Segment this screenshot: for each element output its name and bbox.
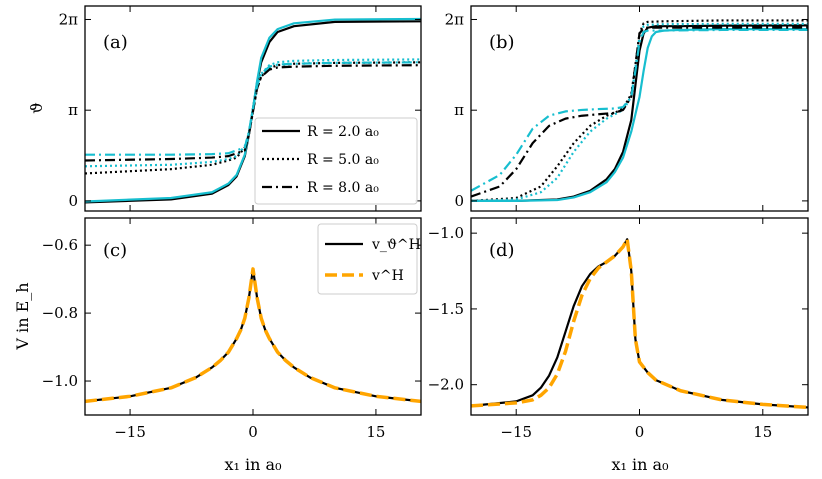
- panel-a-ytick-label-2: 2π: [59, 10, 79, 28]
- panel-d-ytick-label-2: −1.0: [428, 224, 464, 242]
- panel-b-series-3: [471, 22, 808, 202]
- panel-d-label: (d): [489, 240, 515, 261]
- panel-c-series-1: [85, 267, 421, 404]
- panel-d-series: [471, 237, 808, 410]
- panel-c-xtick-label-2: 15: [366, 423, 385, 441]
- legend-entry-r8: R = 8.0 a₀: [307, 180, 379, 196]
- legend-entry-r2: R = 2.0 a₀: [307, 124, 379, 140]
- panel-b: 0 π 2π (b): [445, 5, 809, 212]
- panel-b-ytick-label-2: 2π: [445, 10, 465, 28]
- panel-a-series-5: [85, 61, 421, 156]
- panel-c-xlabel: x₁ in a₀: [225, 455, 282, 474]
- panel-c: −15 0 15 −1.0 −0.8 −0.6 (c) V in E_h x₁ in a₀…: [13, 217, 422, 474]
- panel-c-ylabel: V in E_h: [13, 282, 32, 350]
- panel-c-ytick-label-2: −0.6: [42, 236, 78, 254]
- panel-d-series-0: [471, 238, 808, 409]
- panel-d-xtick-label-0: −15: [500, 423, 532, 441]
- panel-c-xtick-label-1: 0: [248, 423, 258, 441]
- panel-a-series-4: [85, 64, 421, 162]
- panel-a: 0 π 2π (a) ϑ R = 2.0 a₀ R = 5.0 a₀ R = 8.0…: [27, 5, 422, 212]
- panel-d: −15 0 15 −2.0 −1.5 −1.0 (d) x₁ in a₀: [428, 217, 809, 474]
- panel-b-ytick-label-0: 0: [454, 192, 464, 210]
- panel-c-ytick-label-0: −1.0: [42, 372, 78, 390]
- panel-c-legend: v_ϑ^H v^H: [317, 223, 421, 295]
- panel-b-series-4: [471, 26, 808, 198]
- panel-b-series-0: [471, 24, 808, 202]
- panel-a-ytick-label-0: 0: [68, 192, 78, 210]
- panel-d-xtick-label-1: 0: [635, 423, 645, 441]
- panel-d-xtick-label-2: 15: [753, 423, 772, 441]
- legend-entry-v-theta: v_ϑ^H: [371, 237, 421, 253]
- panel-a-legend-box: [254, 117, 418, 205]
- legend-entry-r5: R = 5.0 a₀: [307, 152, 379, 168]
- panel-a-ticks: 0 π 2π: [59, 6, 421, 211]
- panel-d-ytick-label-0: −2.0: [428, 376, 464, 394]
- panel-d-ticks: −15 0 15 −2.0 −1.5 −1.0: [428, 218, 808, 441]
- panel-c-xtick-label-0: −15: [114, 423, 146, 441]
- panel-a-ytick-label-1: π: [68, 101, 78, 119]
- panel-c-series: [85, 267, 421, 404]
- panel-a-legend: R = 2.0 a₀ R = 5.0 a₀ R = 8.0 a₀: [254, 117, 418, 205]
- panel-a-ylabel: ϑ: [27, 102, 46, 113]
- legend-entry-v: v^H: [371, 268, 404, 284]
- panel-b-series: [471, 19, 808, 202]
- panel-c-ytick-label-1: −0.8: [42, 304, 78, 322]
- panel-c-label: (c): [103, 240, 127, 261]
- panel-b-label: (b): [489, 32, 515, 53]
- panel-d-xlabel: x₁ in a₀: [612, 455, 669, 474]
- panel-c-ticks: −15 0 15 −1.0 −0.8 −0.6: [42, 218, 421, 441]
- panel-b-series-5: [471, 28, 808, 192]
- panel-b-ytick-label-1: π: [454, 101, 464, 119]
- panel-d-series-1: [471, 237, 808, 410]
- panel-a-series-3: [85, 58, 421, 168]
- panel-a-label: (a): [103, 32, 128, 53]
- panel-a-series: [85, 17, 421, 204]
- panel-d-ytick-label-1: −1.5: [428, 300, 464, 318]
- panel-b-ticks: 0 π 2π: [445, 6, 808, 211]
- panel-b-series-2: [471, 19, 808, 202]
- panel-d-frame: [470, 217, 809, 416]
